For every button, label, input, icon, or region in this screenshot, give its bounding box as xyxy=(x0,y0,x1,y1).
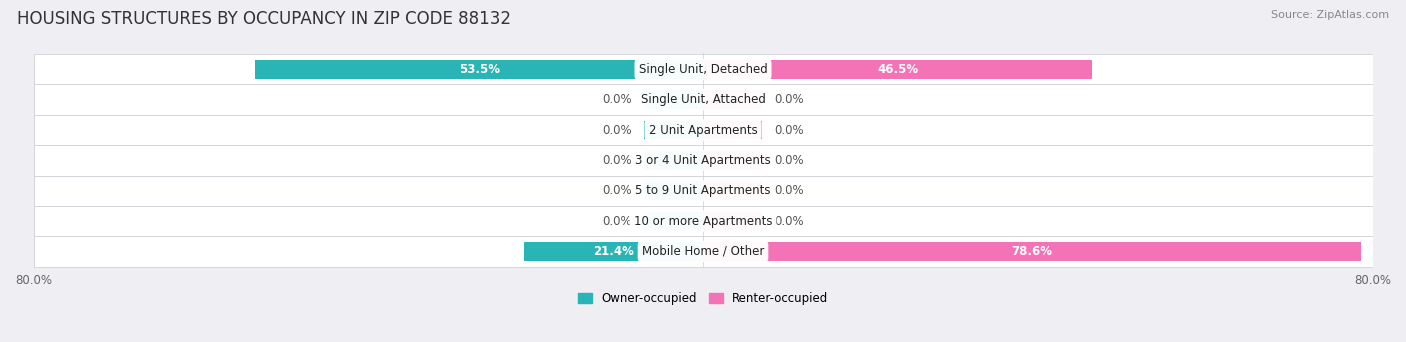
Bar xyxy=(703,90,762,109)
Text: 21.4%: 21.4% xyxy=(593,245,634,258)
Bar xyxy=(34,236,1372,267)
Text: 10 or more Apartments: 10 or more Apartments xyxy=(634,214,772,227)
Text: 0.0%: 0.0% xyxy=(602,93,631,106)
Bar xyxy=(34,145,1372,175)
Bar xyxy=(34,206,1372,236)
Bar xyxy=(644,90,703,109)
Bar xyxy=(644,181,703,200)
Bar xyxy=(644,212,703,231)
Bar xyxy=(703,151,762,170)
Text: Source: ZipAtlas.com: Source: ZipAtlas.com xyxy=(1271,10,1389,20)
Text: 5 to 9 Unit Apartments: 5 to 9 Unit Apartments xyxy=(636,184,770,197)
Text: 0.0%: 0.0% xyxy=(602,123,631,136)
Text: 0.0%: 0.0% xyxy=(602,154,631,167)
Text: 0.0%: 0.0% xyxy=(775,93,804,106)
Text: 2 Unit Apartments: 2 Unit Apartments xyxy=(648,123,758,136)
Bar xyxy=(256,60,703,79)
Text: 0.0%: 0.0% xyxy=(602,184,631,197)
Text: Mobile Home / Other: Mobile Home / Other xyxy=(641,245,765,258)
Bar xyxy=(644,151,703,170)
Bar xyxy=(703,212,762,231)
Text: 46.5%: 46.5% xyxy=(877,63,918,76)
Text: 78.6%: 78.6% xyxy=(1011,245,1053,258)
Text: 0.0%: 0.0% xyxy=(602,214,631,227)
Text: 0.0%: 0.0% xyxy=(775,184,804,197)
Bar xyxy=(524,242,703,261)
Bar xyxy=(703,181,762,200)
Text: Single Unit, Attached: Single Unit, Attached xyxy=(641,93,765,106)
Legend: Owner-occupied, Renter-occupied: Owner-occupied, Renter-occupied xyxy=(572,287,834,310)
Text: 0.0%: 0.0% xyxy=(775,214,804,227)
Bar xyxy=(703,121,762,140)
Text: HOUSING STRUCTURES BY OCCUPANCY IN ZIP CODE 88132: HOUSING STRUCTURES BY OCCUPANCY IN ZIP C… xyxy=(17,10,510,28)
Bar xyxy=(703,242,1361,261)
Text: 3 or 4 Unit Apartments: 3 or 4 Unit Apartments xyxy=(636,154,770,167)
Bar xyxy=(644,121,703,140)
Text: 0.0%: 0.0% xyxy=(775,123,804,136)
Bar xyxy=(34,175,1372,206)
Bar xyxy=(34,115,1372,145)
Bar xyxy=(703,60,1092,79)
Text: 53.5%: 53.5% xyxy=(458,63,499,76)
Text: 0.0%: 0.0% xyxy=(775,154,804,167)
Bar xyxy=(34,84,1372,115)
Bar xyxy=(34,54,1372,84)
Text: Single Unit, Detached: Single Unit, Detached xyxy=(638,63,768,76)
